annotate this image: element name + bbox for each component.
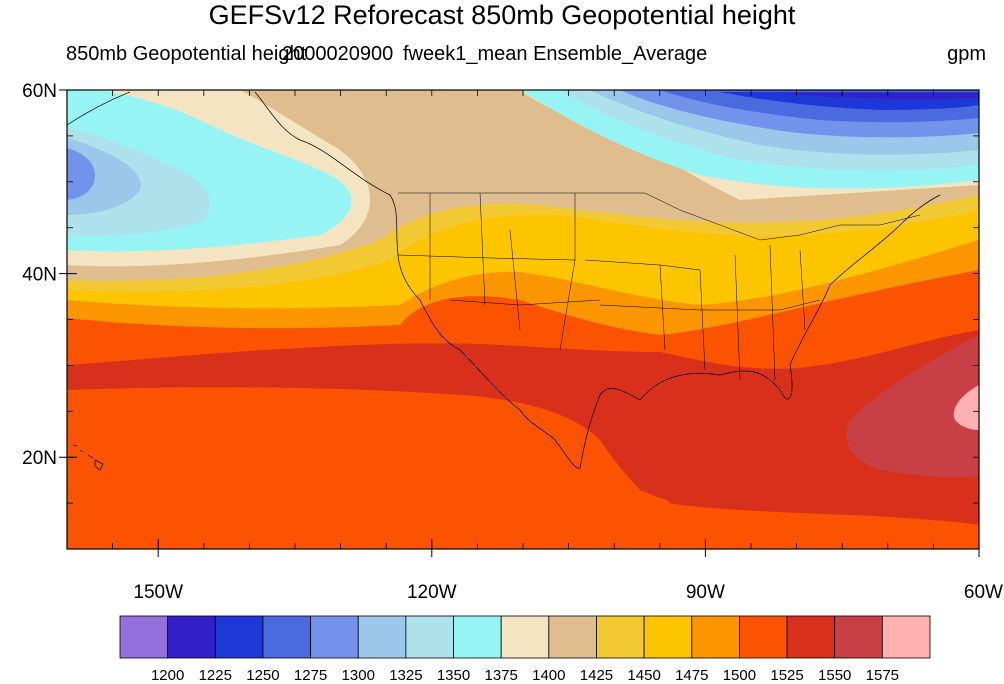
plot-title: GEFSv12 Reforecast 850mb Geopotential he… [208, 0, 796, 30]
colorbar-label: 1575 [866, 667, 899, 684]
north-america-coast [67, 91, 941, 469]
colorbar-swatch [357, 615, 407, 659]
lat-tick-label: 20N [22, 448, 57, 469]
colorbar-swatch [548, 615, 597, 659]
colorbar-swatch [167, 615, 216, 659]
colorbar-label: 1425 [580, 667, 613, 684]
colorbar-swatch [214, 615, 264, 659]
colorbar-swatch [596, 615, 645, 659]
colorbar-label: 1300 [342, 667, 375, 684]
colorbar-swatch [453, 615, 502, 659]
colorbar-label: 1500 [723, 667, 756, 684]
colorbar-swatch [834, 615, 883, 659]
colorbar-swatch [119, 615, 169, 659]
colorbar-label: 1250 [246, 667, 279, 684]
colorbar: 1200 1225 1250 1275 1300 1325 1350 1375 1400 1425… [119, 615, 931, 684]
hawaii-islands [72, 444, 104, 471]
init-date-label: 2000020900 [282, 43, 394, 65]
colorbar-swatch [786, 615, 836, 659]
us-state-borders [397, 192, 921, 381]
lat-tick-label: 40N [22, 265, 57, 286]
units-label: gpm [947, 43, 986, 65]
contour-1225-ne [780, 93, 979, 99]
contour-1525-band [460, 395, 670, 508]
lon-tick-label: 150W [133, 582, 183, 603]
contour-1550 [67, 330, 979, 525]
coastline-lines [67, 91, 941, 471]
colorbar-label: 1450 [627, 667, 660, 684]
contour-1525-lower [67, 505, 979, 549]
colorbar-label: 1475 [675, 667, 708, 684]
lat-axis: 60N 40N 20N [22, 81, 979, 550]
lat-tick-label: 60N [22, 81, 57, 102]
lon-tick-label: 90W [686, 582, 725, 603]
colorbar-label: 1225 [199, 667, 232, 684]
colorbar-swatch [262, 615, 311, 659]
colorbar-label: 1400 [532, 667, 565, 684]
colorbar-swatch [691, 615, 740, 659]
contour-1575 [846, 335, 979, 478]
colorbar-swatch [405, 615, 454, 659]
lon-axis: 150W 120W 90W 60W [66, 90, 1003, 603]
colorbar-swatch [310, 615, 359, 659]
lon-tick-label: 120W [407, 582, 457, 603]
colorbar-swatch [500, 615, 550, 659]
colorbar-swatch [643, 615, 693, 659]
colorbar-label: 1275 [294, 667, 327, 684]
lon-tick-label: 60W [964, 582, 1003, 603]
colorbar-swatch [881, 615, 931, 659]
colorbar-swatch [739, 615, 788, 659]
colorbar-label: 1200 [151, 667, 184, 684]
colorbar-label: 1325 [389, 667, 422, 684]
colorbar-label: 1350 [437, 667, 470, 684]
colorbar-label: 1375 [484, 667, 517, 684]
contour-fill [67, 90, 979, 549]
contour-1575-core [953, 385, 979, 430]
colorbar-label: 1550 [818, 667, 851, 684]
product-label: fweek1_mean Ensemble_Average [403, 43, 708, 65]
contour-1300 [67, 148, 95, 200]
colorbar-label: 1525 [770, 667, 803, 684]
variable-label: 850mb Geopotential height [66, 43, 307, 65]
